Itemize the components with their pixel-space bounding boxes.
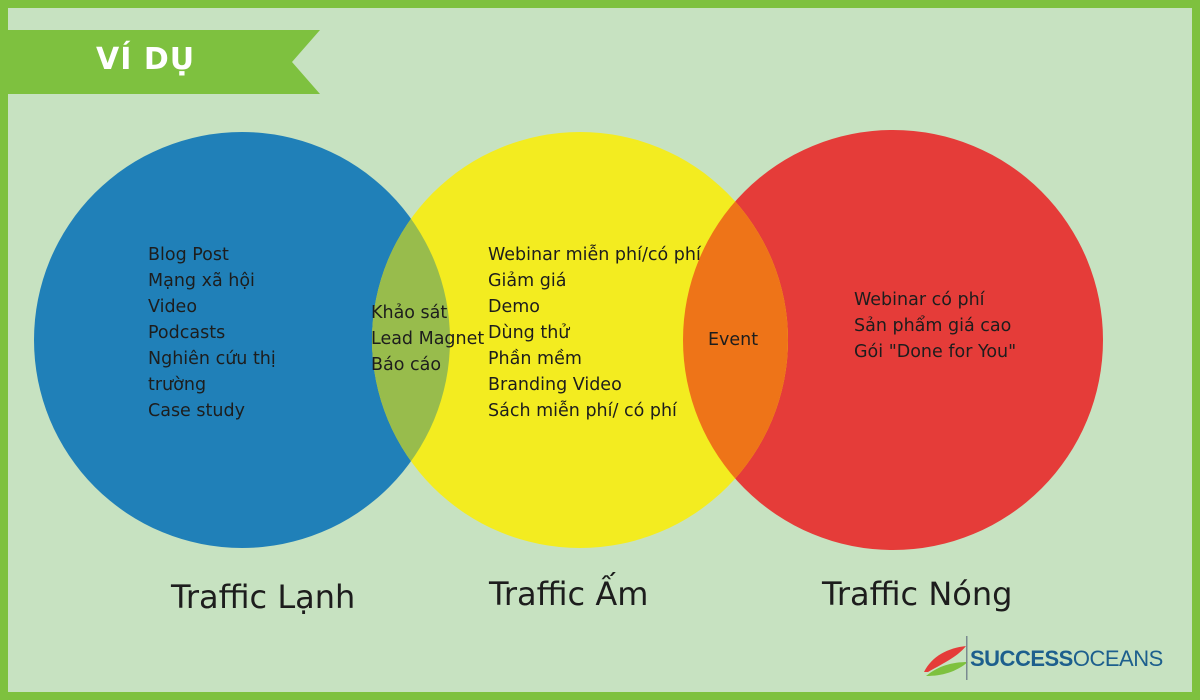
- list-item: trường: [148, 375, 207, 395]
- logo-bold: SUCCESS: [970, 646, 1073, 671]
- label-hot: Traffic Nóng: [822, 575, 1013, 613]
- list-item: Event: [708, 330, 759, 350]
- list-item: Sách miễn phí/ có phí: [488, 401, 677, 421]
- circle-hot: [683, 130, 1103, 550]
- list-item: Nghiên cứu thị: [148, 349, 276, 369]
- list-item: Demo: [488, 297, 540, 317]
- logo-text: SUCCESSOCEANS: [970, 646, 1163, 672]
- hot-items: Webinar có phí Sản phẩm giá cao Gói "Don…: [854, 287, 1016, 365]
- banner-shape: [8, 30, 320, 94]
- list-item: Báo cáo: [371, 355, 442, 375]
- circle-cold: [34, 132, 450, 548]
- logo-light: OCEANS: [1072, 646, 1163, 671]
- label-cold: Traffic Lạnh: [171, 578, 356, 616]
- success-oceans-logo: SUCCESSOCEANS: [922, 632, 1192, 684]
- list-item: Webinar miễn phí/có phí: [488, 245, 701, 265]
- list-item: Case study: [148, 401, 245, 421]
- list-item: Lead Magnet: [371, 329, 485, 349]
- overlap-cold-warm-items: Khảo sát Lead Magnet Báo cáo: [371, 300, 484, 378]
- leaf-icon: [924, 636, 968, 680]
- circle-warm: [372, 132, 788, 548]
- list-item: Gói "Done for You": [854, 342, 1017, 362]
- list-item: Dùng thử: [488, 323, 570, 343]
- cold-items: Blog Post Mạng xã hội Video Podcasts Ngh…: [148, 242, 276, 424]
- list-item: Webinar có phí: [854, 290, 985, 310]
- list-item: Sản phẩm giá cao: [854, 316, 1012, 336]
- banner-title: VÍ DỤ: [96, 42, 196, 77]
- list-item: Podcasts: [148, 323, 226, 343]
- list-item: Phần mềm: [488, 349, 582, 369]
- list-item: Mạng xã hội: [148, 271, 255, 291]
- list-item: Giảm giá: [488, 271, 567, 291]
- list-item: Blog Post: [148, 245, 229, 265]
- warm-items: Webinar miễn phí/có phí Giảm giá Demo Dù…: [488, 242, 701, 424]
- list-item: Khảo sát: [371, 303, 448, 323]
- list-item: Video: [148, 297, 198, 317]
- overlap-warm-hot-items: Event: [708, 327, 758, 353]
- label-warm: Traffic Ấm: [489, 575, 649, 613]
- list-item: Branding Video: [488, 375, 622, 395]
- title-banner: VÍ DỤ: [8, 30, 320, 94]
